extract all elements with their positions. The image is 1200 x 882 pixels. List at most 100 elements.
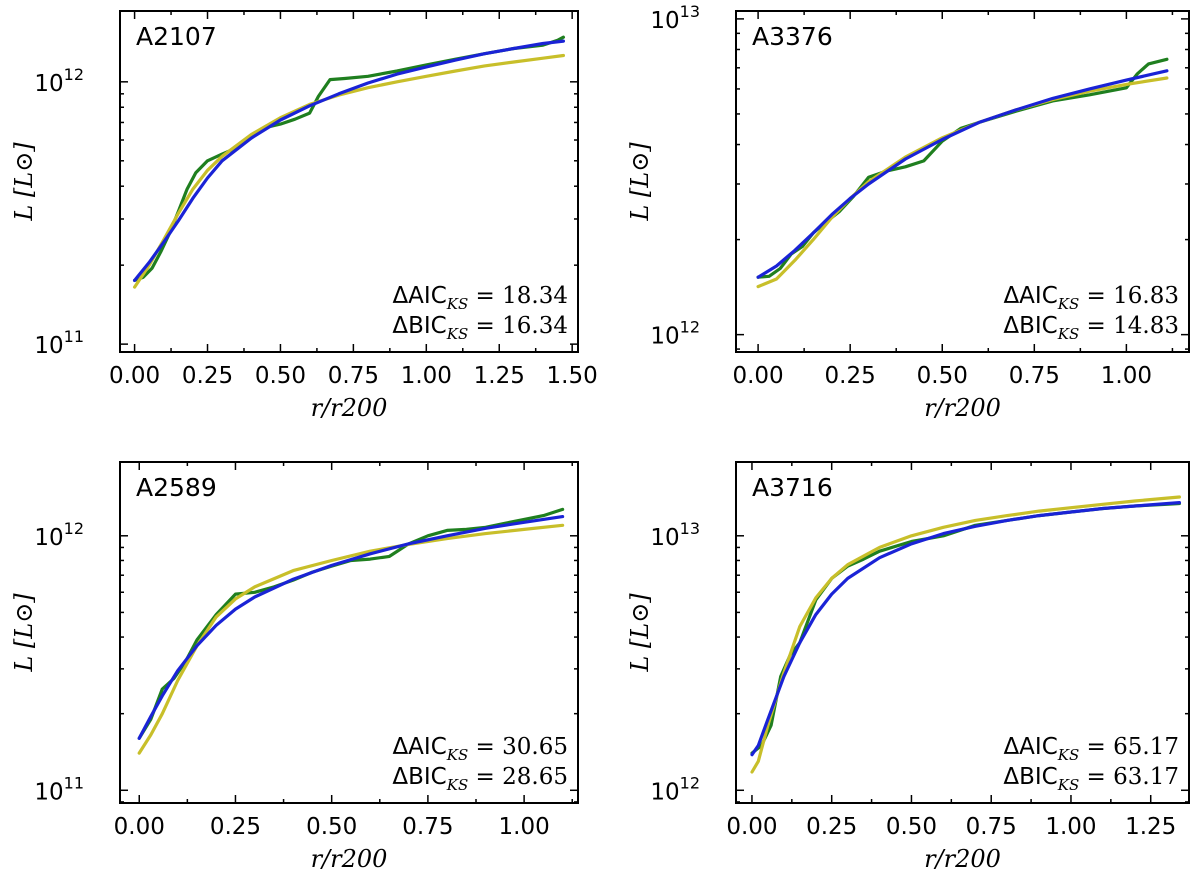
stat-label: ΔAIC — [1003, 283, 1057, 309]
y-tick-exponent: 13 — [680, 2, 700, 21]
y-tick-base: 10 — [650, 779, 679, 805]
stat-value: 16.83 — [1113, 283, 1179, 309]
delta-aic-text: ΔAICKS = 65.17 — [1003, 734, 1179, 764]
y-tick-base: 10 — [650, 8, 679, 34]
stat-label: ΔAIC — [392, 734, 446, 760]
stat-value: 14.83 — [1113, 313, 1179, 339]
y-tick-label: 1013 — [650, 2, 700, 34]
series-group — [750, 495, 1181, 774]
x-tick-label: 0.25 — [825, 363, 876, 389]
x-axis-label: r/r200 — [311, 394, 388, 422]
stat-label: ΔBIC — [1003, 764, 1057, 790]
x-tick-label: 1.00 — [401, 363, 452, 389]
y-tick-base: 10 — [34, 71, 63, 97]
x-tick-label: 0.25 — [210, 814, 261, 840]
plot-frame — [735, 10, 1190, 353]
x-axis-label: r/r200 — [311, 845, 388, 873]
x-tick-label: 1.25 — [474, 363, 525, 389]
x-tick-label: 0.50 — [306, 814, 357, 840]
y-tick-label: 1012 — [34, 519, 84, 551]
stat-equals: = — [468, 734, 502, 760]
series-line-fit-2 — [133, 39, 565, 282]
stat-equals: = — [468, 313, 502, 339]
stat-equals: = — [468, 283, 502, 309]
panel-a2589: 0.00 0.25 0.50 0.75 1.0010111012A2589ΔAICKS … — [10, 461, 579, 873]
stat-subscript: KS — [1057, 776, 1079, 794]
stat-subscript: KS — [446, 325, 468, 343]
series-line-fit-1 — [756, 76, 1169, 289]
plot-frame — [119, 10, 579, 353]
delta-bic-text: ΔBICKS = 16.34 — [392, 313, 568, 343]
y-tick-label: 1013 — [650, 519, 700, 551]
series-group — [756, 57, 1169, 289]
y-tick-base: 10 — [34, 525, 63, 551]
y-tick-exponent: 13 — [680, 519, 700, 538]
y-tick-base: 10 — [650, 324, 679, 350]
cluster-label: A2107 — [136, 22, 217, 51]
x-tick-label: 1.25 — [1125, 814, 1176, 840]
x-tick-label: 0.75 — [1009, 363, 1060, 389]
delta-aic-text: ΔAICKS = 16.83 — [1003, 283, 1179, 313]
x-tick-label: 0.50 — [917, 363, 968, 389]
series-group — [133, 35, 565, 289]
series-line-data — [756, 57, 1169, 279]
stat-value: 65.17 — [1113, 734, 1179, 760]
y-tick-label: 1012 — [650, 773, 700, 805]
series-line-fit-2 — [756, 69, 1169, 279]
series-line-fit-1 — [750, 495, 1181, 774]
y-axis-label: L [L⊙] — [10, 142, 38, 222]
series-line-fit-1 — [137, 523, 565, 755]
y-tick-base: 10 — [34, 333, 63, 359]
stat-equals: = — [1079, 734, 1113, 760]
x-tick-label: 1.00 — [499, 814, 550, 840]
stat-subscript: KS — [1057, 295, 1079, 313]
plot-frame — [735, 461, 1190, 804]
delta-bic-text: ΔBICKS = 14.83 — [1003, 313, 1179, 343]
y-tick-base: 10 — [650, 525, 679, 551]
stat-value: 28.65 — [502, 764, 568, 790]
series-line-data — [137, 507, 565, 740]
y-tick-exponent: 12 — [680, 773, 700, 792]
stat-label: ΔAIC — [1003, 734, 1057, 760]
delta-aic-text: ΔAICKS = 18.34 — [392, 283, 568, 313]
stat-subscript: KS — [446, 776, 468, 794]
x-axis-label: r/r200 — [924, 845, 1001, 873]
cluster-label: A3376 — [752, 22, 833, 51]
y-axis-label: L [L⊙] — [626, 593, 654, 673]
x-tick-label: 1.00 — [1101, 363, 1152, 389]
x-tick-label: 0.75 — [402, 814, 453, 840]
cluster-label: A3716 — [752, 473, 833, 502]
x-tick-label: 0.00 — [114, 814, 165, 840]
x-tick-label: 0.25 — [806, 814, 857, 840]
delta-bic-text: ΔBICKS = 28.65 — [392, 764, 568, 794]
stat-subscript: KS — [446, 295, 468, 313]
stat-value: 16.34 — [502, 313, 568, 339]
x-tick-label: 0.00 — [732, 363, 783, 389]
y-tick-label: 1011 — [34, 327, 84, 359]
x-tick-label: 0.00 — [109, 363, 160, 389]
y-tick-label: 1011 — [34, 773, 84, 805]
series-line-data — [133, 35, 565, 282]
panel-a3716: 0.00 0.25 0.50 0.75 1.00 1.2510121013A3716ΔAI… — [626, 461, 1190, 873]
y-axis-label: L [L⊙] — [10, 593, 38, 673]
y-tick-label: 1012 — [650, 318, 700, 350]
cluster-label: A2589 — [136, 473, 217, 502]
stat-equals: = — [1079, 283, 1113, 309]
stat-label: ΔBIC — [392, 313, 446, 339]
x-tick-label: 0.75 — [966, 814, 1017, 840]
y-tick-exponent: 11 — [64, 773, 84, 792]
series-line-fit-2 — [750, 501, 1181, 757]
y-tick-exponent: 12 — [680, 318, 700, 337]
y-tick-exponent: 12 — [64, 65, 84, 84]
series-line-fit-2 — [137, 515, 565, 740]
stat-equals: = — [1079, 764, 1113, 790]
y-tick-label: 1012 — [34, 65, 84, 97]
x-tick-label: 0.50 — [886, 814, 937, 840]
series-group — [137, 507, 565, 755]
x-tick-label: 0.25 — [182, 363, 233, 389]
x-tick-label: 0.50 — [255, 363, 306, 389]
x-tick-label: 1.50 — [547, 363, 598, 389]
stat-label: ΔBIC — [392, 764, 446, 790]
stat-value: 63.17 — [1113, 764, 1179, 790]
x-tick-label: 0.75 — [328, 363, 379, 389]
